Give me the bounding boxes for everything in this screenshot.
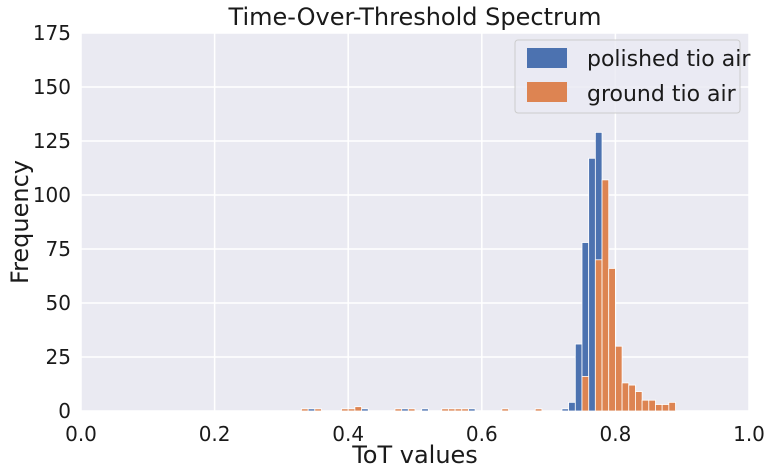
histogram-bar: [468, 408, 476, 412]
y-tick-label: 100: [33, 183, 71, 207]
histogram-bar: [314, 408, 322, 412]
x-tick-label: 0.6: [466, 422, 498, 446]
x-tick-label: 1.0: [733, 422, 765, 446]
legend-label-polished: polished tio air: [587, 47, 751, 72]
histogram-bar: [421, 408, 429, 412]
series-ground: [301, 179, 676, 412]
histogram-bar: [574, 343, 583, 412]
histogram-bar: [401, 408, 409, 412]
legend-box: [514, 39, 741, 114]
histogram-bar: [454, 408, 463, 412]
histogram-bar: [641, 399, 650, 412]
histogram-bar: [635, 391, 643, 412]
histogram-bar: [668, 401, 676, 412]
histogram-bar: [361, 408, 369, 412]
legend-label-ground: ground tio air: [587, 82, 737, 107]
histogram-bar: [608, 268, 616, 412]
y-tick-label: 50: [46, 291, 71, 315]
legend-swatch-ground: [527, 82, 567, 102]
histogram-bar: [568, 401, 576, 412]
y-tick-label: 175: [33, 21, 71, 45]
histogram-bar: [561, 408, 570, 412]
histogram-bar: [615, 345, 623, 412]
histogram-bars: [301, 131, 676, 412]
y-tick-label: 0: [58, 399, 71, 423]
histogram-bar: [347, 408, 356, 412]
y-tick-label: 125: [33, 129, 71, 153]
histogram-bar: [307, 408, 316, 412]
histogram-bar: [588, 157, 596, 412]
histogram-bar: [407, 408, 416, 412]
y-tick-label: 25: [46, 345, 71, 369]
histogram-bar: [461, 408, 469, 412]
x-tick-label: 0.8: [599, 422, 631, 446]
histogram-bar: [441, 408, 449, 412]
histogram-bar: [394, 408, 403, 412]
histogram-bar: [447, 408, 456, 412]
x-tick-label: 0.0: [65, 422, 97, 446]
histogram-bar: [628, 384, 636, 412]
histogram-bar: [648, 399, 656, 412]
histogram-bar: [621, 382, 630, 412]
histogram-bar: [581, 376, 590, 412]
x-tick-label: 0.2: [199, 422, 231, 446]
histogram-bar: [501, 408, 509, 412]
x-axis-label: ToT values: [351, 441, 478, 469]
chart-title: Time-Over-Threshold Spectrum: [228, 3, 602, 31]
y-tick-label: 150: [33, 75, 71, 99]
histogram-bar: [354, 406, 362, 412]
y-axis-ticks: 0 25 50 75 100 125 150 175: [33, 21, 71, 423]
legend-swatch-polished: [527, 48, 567, 68]
x-axis-ticks: 0.0 0.2 0.4 0.6 0.8 1.0: [65, 422, 765, 446]
histogram-bar: [301, 408, 309, 412]
histogram-bar: [534, 408, 543, 412]
y-axis-label: Frequency: [6, 160, 34, 284]
histogram-bar: [601, 179, 610, 412]
histogram-bar: [341, 408, 349, 412]
histogram-bar: [661, 404, 670, 412]
histogram-bar: [655, 404, 663, 412]
y-tick-label: 75: [46, 237, 71, 261]
x-tick-label: 0.4: [332, 422, 364, 446]
grid-lines: [80, 32, 750, 412]
legend: polished tio air ground tio air: [514, 39, 751, 114]
histogram-bar: [594, 259, 603, 412]
